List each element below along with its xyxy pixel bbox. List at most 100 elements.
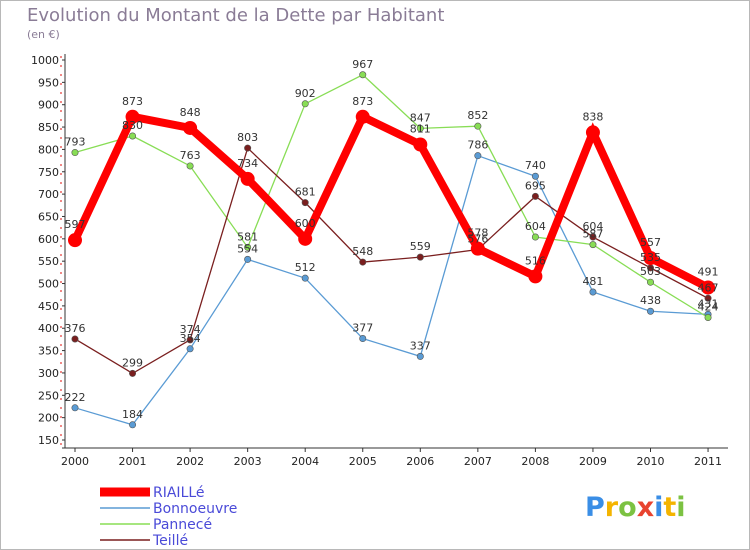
data-point	[643, 251, 658, 266]
series-line	[74, 154, 709, 426]
data-label: 597	[65, 218, 86, 231]
data-point	[528, 269, 543, 284]
series-line	[74, 146, 709, 375]
data-label: 424	[698, 301, 719, 314]
data-label: 535	[640, 251, 661, 264]
data-label: 847	[410, 111, 431, 124]
data-point	[474, 122, 482, 130]
data-point	[244, 255, 252, 263]
axes	[60, 54, 728, 449]
data-label: 786	[467, 139, 488, 152]
data-label: 374	[180, 323, 201, 336]
series-line	[71, 111, 710, 292]
legend-label: Pannecé	[153, 517, 212, 533]
y-tick-label: 350	[38, 345, 59, 358]
series-layer	[68, 71, 716, 429]
logo-letter: r	[605, 492, 619, 523]
data-label: 803	[237, 131, 258, 144]
data-point	[416, 352, 424, 360]
data-point	[416, 253, 424, 261]
data-label: 377	[352, 322, 373, 335]
logo-letter: P	[585, 492, 605, 523]
data-point	[416, 124, 424, 132]
data-label: 681	[295, 186, 316, 199]
data-label: 559	[410, 240, 431, 253]
data-label: 763	[180, 149, 201, 162]
legend-label: RIAILLé	[153, 485, 205, 501]
data-label: 838	[582, 110, 603, 123]
data-label: 512	[295, 261, 316, 274]
data-point	[186, 336, 194, 344]
data-point	[474, 152, 482, 160]
y-tick-label: 1000	[31, 54, 59, 67]
data-point	[129, 132, 137, 140]
x-tick-label: 2003	[234, 455, 262, 468]
data-label: 604	[525, 220, 546, 233]
y-tick-label: 800	[38, 143, 59, 156]
legend-label: Teillé	[152, 533, 188, 549]
data-point	[704, 314, 712, 322]
data-label: 503	[640, 265, 661, 278]
data-label: 222	[65, 391, 86, 404]
data-point	[470, 241, 485, 256]
data-label: 830	[122, 119, 143, 132]
data-label: 587	[582, 228, 603, 241]
x-tick-label: 2006	[406, 455, 434, 468]
data-point	[68, 233, 82, 248]
data-label: 376	[65, 322, 86, 335]
y-tick-label: 550	[38, 255, 59, 268]
data-point	[359, 335, 367, 343]
logo-letter: o	[618, 492, 637, 523]
data-label: 554	[237, 242, 258, 255]
data-point	[646, 307, 654, 315]
data-point	[298, 231, 313, 246]
data-label: 600	[295, 217, 316, 230]
x-tick-label: 2000	[61, 455, 89, 468]
y-tick-label: 950	[38, 76, 59, 89]
data-label: 581	[237, 230, 258, 243]
series-teill-	[71, 144, 712, 377]
data-point	[301, 274, 309, 282]
data-point	[183, 120, 198, 135]
data-label: 548	[352, 245, 373, 258]
data-point	[71, 335, 79, 343]
series-line	[74, 73, 709, 319]
data-label: 852	[467, 109, 488, 122]
y-tick-label: 750	[38, 166, 59, 179]
y-tick-label: 600	[38, 233, 59, 246]
data-label: 604	[582, 220, 603, 233]
data-label: 516	[525, 254, 546, 267]
data-label: 848	[180, 106, 201, 119]
data-label: 337	[410, 339, 431, 352]
y-axis-ticks: 150 200 250 300 350 400 450 500 550 600 650 700 750 8…	[31, 54, 65, 447]
data-point	[531, 233, 539, 241]
y-tick-label: 300	[38, 367, 59, 380]
series-bonnoeuvre	[71, 152, 712, 429]
data-label: 793	[65, 136, 86, 149]
proxiti-logo: Proxiti	[585, 492, 686, 523]
y-tick-label: 900	[38, 99, 59, 112]
data-label: 431	[698, 297, 719, 310]
data-point	[71, 404, 79, 412]
data-label: 481	[582, 275, 603, 288]
chart-title: Evolution du Montant de la Dette par Hab…	[27, 5, 444, 26]
data-label: 491	[698, 266, 719, 279]
data-label: 873	[352, 95, 373, 108]
logo-letter: x	[637, 492, 654, 523]
data-point	[244, 144, 252, 152]
logo-letter: i	[676, 492, 685, 523]
data-point	[244, 243, 252, 251]
data-point	[240, 171, 255, 186]
data-point	[704, 294, 712, 302]
chart-subtitle: (en €)	[27, 28, 60, 41]
y-tick-label: 500	[38, 278, 59, 291]
y-tick-label: 850	[38, 121, 59, 134]
x-tick-label: 2010	[637, 455, 665, 468]
data-label: 967	[352, 58, 373, 71]
data-point	[413, 137, 428, 152]
data-point	[186, 345, 194, 353]
x-tick-label: 2002	[176, 455, 204, 468]
x-tick-label: 2009	[579, 455, 607, 468]
